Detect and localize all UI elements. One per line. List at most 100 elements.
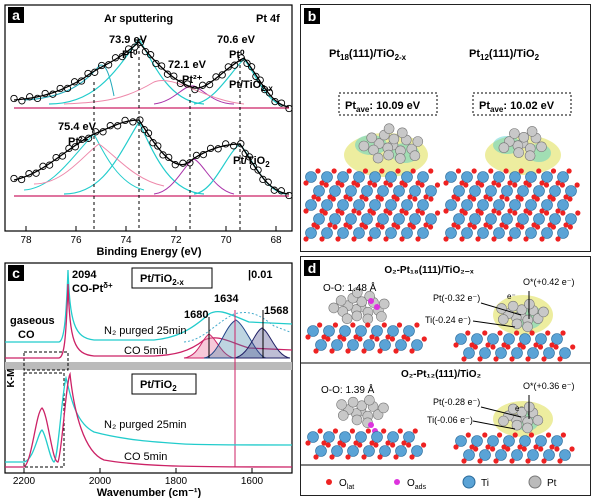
- o-atom: [349, 428, 356, 434]
- data-point: [144, 129, 153, 137]
- pt-atom: [351, 287, 363, 298]
- label-72-1: 72.1 eV: [168, 59, 207, 71]
- o-atom: [381, 322, 387, 328]
- pt-atom: [412, 136, 424, 147]
- xps-x-ticks: 78 76 74 72 70 68: [20, 226, 282, 246]
- panel-letter-bg: [304, 8, 320, 24]
- data-point: [157, 62, 166, 70]
- ti-atom: [527, 449, 539, 461]
- ti-atom: [393, 185, 405, 197]
- peak-1568: [233, 327, 291, 359]
- o-atom: [313, 348, 319, 354]
- legend-oads-marker: [394, 479, 400, 485]
- o-atom: [504, 196, 510, 202]
- o-atom: [541, 356, 547, 362]
- data-point: [77, 77, 86, 85]
- o-atom: [545, 330, 551, 336]
- ti-atom: [455, 435, 467, 447]
- panel-c-drifts: c 2094 CO-Ptδ+ Pt/TiO2-x |0.01 gaseous C…: [4, 262, 294, 499]
- o-atom: [354, 182, 361, 188]
- o-atom: [322, 210, 328, 216]
- o-atom: [387, 210, 393, 216]
- o-atom: [421, 336, 427, 342]
- bottom-title: O₂-Pt₁₂(111)/TiO₂: [401, 369, 481, 380]
- pt-atom: [366, 132, 377, 144]
- ti-atom: [363, 445, 375, 457]
- data-point: [243, 59, 251, 67]
- o-atom: [490, 446, 496, 452]
- top-trace-n2: [5, 269, 293, 343]
- o-atom: [339, 210, 345, 216]
- data-point: [17, 175, 26, 184]
- data-point: [99, 128, 107, 136]
- structure-d: d O₂-Pt₁₈(111)/TiO₂₋ₓ O₂-Pt₁₂(111)/TiO₂ …: [301, 260, 590, 491]
- o-atom: [365, 322, 371, 328]
- sample-top-label: Pt/TiO2-x: [229, 79, 273, 93]
- o-atom: [509, 458, 515, 464]
- o-atom: [409, 454, 415, 460]
- o-atom: [570, 344, 576, 350]
- ti-atom: [559, 449, 571, 461]
- data-point: [131, 43, 139, 51]
- o-atom: [503, 168, 509, 174]
- ti-atom: [533, 213, 545, 225]
- bottom-pt-arrow: [480, 406, 522, 418]
- legend-olat: Olat: [339, 478, 354, 491]
- ti-atom: [411, 445, 423, 457]
- ti-atom: [305, 199, 317, 211]
- o-atom: [512, 432, 518, 438]
- data-point: [149, 139, 157, 147]
- ti-atom: [313, 213, 325, 225]
- pt-atom: [513, 147, 524, 158]
- o-atom: [330, 196, 336, 202]
- ti-atom: [331, 339, 343, 351]
- pt-atom: [336, 399, 347, 410]
- o-atom: [356, 210, 362, 216]
- o-atom: [303, 180, 309, 186]
- o-atom: [370, 210, 376, 216]
- o-atom: [381, 428, 387, 434]
- pt-atom: [378, 298, 390, 310]
- top-oo-distance: O-O: 1.48 Å: [323, 281, 377, 294]
- ti-atom: [525, 171, 537, 183]
- ti-atom: [345, 213, 357, 225]
- o-atom: [410, 224, 416, 230]
- o-ads-atom: [368, 298, 374, 304]
- o-atom: [329, 348, 335, 354]
- o-atom: [346, 168, 352, 174]
- data-point: [270, 186, 278, 194]
- ti-atom: [477, 171, 489, 183]
- o-atom: [317, 322, 323, 328]
- pt-atom: [507, 403, 519, 415]
- peak-1680-label: 1680: [184, 309, 208, 321]
- o-atom: [525, 356, 531, 362]
- ti-atom: [477, 199, 489, 211]
- o-atom: [543, 182, 550, 188]
- o-atom: [487, 196, 493, 202]
- data-point: [84, 69, 92, 78]
- ti-atom: [461, 227, 473, 239]
- data-point: [192, 151, 201, 160]
- label-pt2-a: Pt²⁺: [182, 74, 203, 86]
- o-atom: [412, 196, 418, 202]
- pt-atom: [509, 128, 520, 139]
- label-73-9: 73.9 eV: [109, 34, 148, 46]
- data-point: [49, 90, 57, 98]
- o-atom: [363, 196, 369, 202]
- o-atom: [379, 168, 385, 174]
- ti-atom: [527, 347, 539, 359]
- sample-bottom-label: Pt/TiO2: [233, 155, 270, 169]
- o-atom: [325, 336, 331, 342]
- o-atom: [459, 180, 465, 186]
- ti-atom: [401, 171, 413, 183]
- o-atom: [389, 336, 396, 342]
- left-structure-title: Pt18(111)/TiO2-x: [329, 48, 407, 62]
- o-atom: [315, 168, 321, 174]
- o-atom: [357, 442, 363, 448]
- pt-atom: [383, 149, 394, 161]
- trace-label-top-n2: N₂ purged 25min: [104, 325, 187, 337]
- o-atom: [495, 182, 502, 188]
- ti-atom: [525, 227, 537, 239]
- x-tick-label: 2200: [13, 476, 36, 487]
- data-point: [237, 54, 245, 62]
